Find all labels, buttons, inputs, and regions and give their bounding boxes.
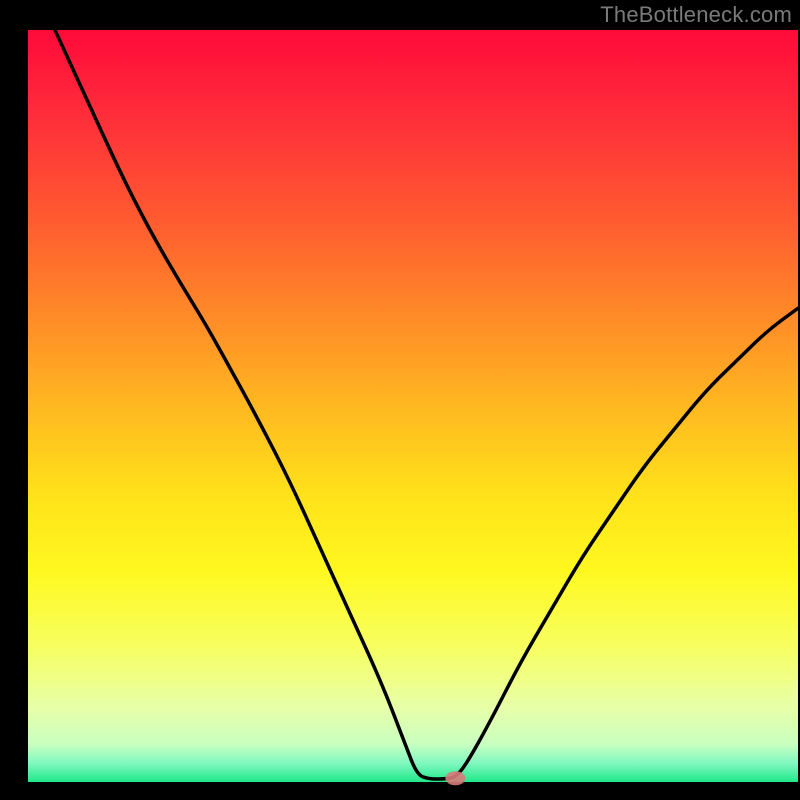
chart-svg [0, 0, 800, 800]
bottleneck-chart: TheBottleneck.com [0, 0, 800, 800]
plot-background [28, 30, 798, 782]
optimal-marker [445, 771, 465, 785]
